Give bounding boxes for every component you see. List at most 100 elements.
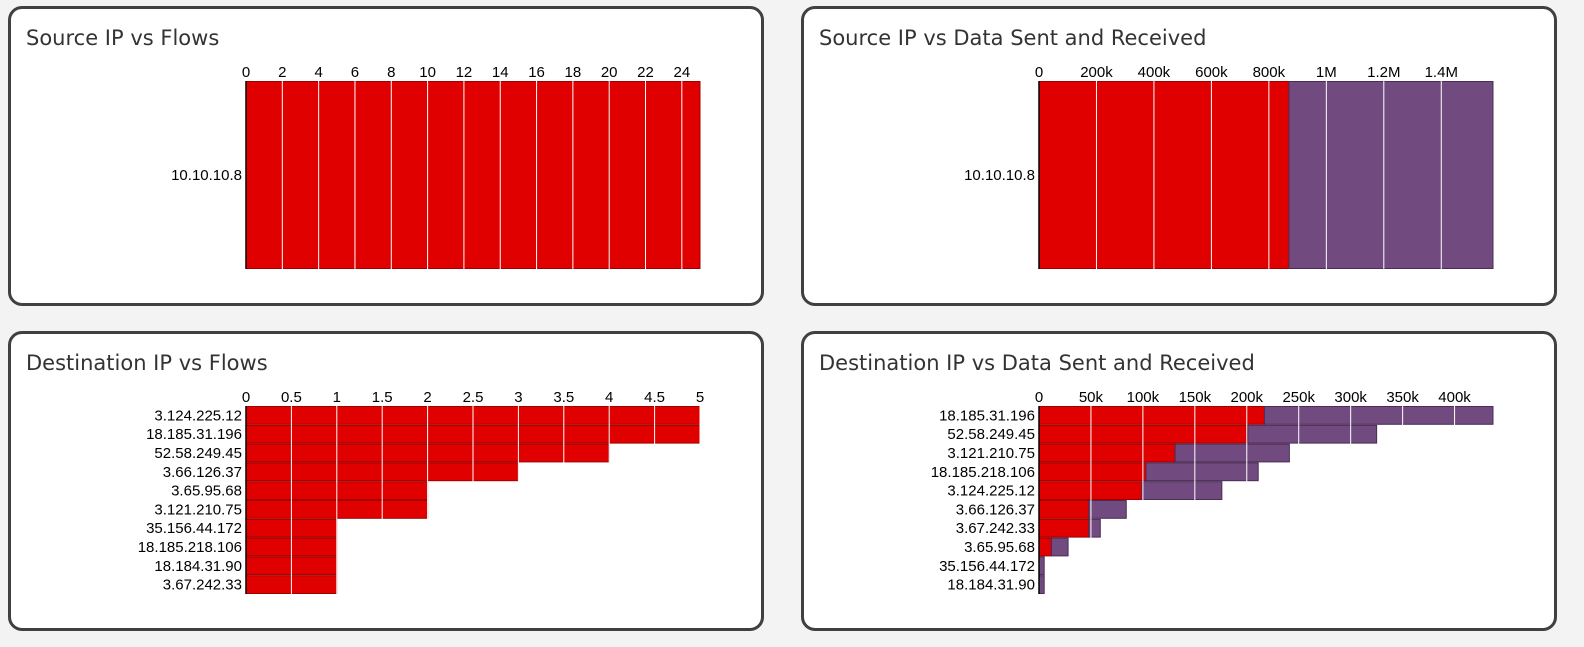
x-tick-label: 400k bbox=[1138, 64, 1171, 81]
x-tick-labels: 0 0.5 1 1.5 2 2.5 3 3.5 4 4.5 5 bbox=[242, 389, 704, 406]
x-tick-label: 0 bbox=[1035, 64, 1043, 81]
category-labels: 3.124.225.12 18.185.31.196 52.58.249.45 3.6… bbox=[138, 407, 242, 593]
chart-destination-ip-data: 0 50k 100k 150k 200k 250k 300k 350k 400k 18.185.3… bbox=[931, 389, 1494, 594]
category-labels: 10.10.10.8 bbox=[964, 167, 1035, 184]
category-label: 18.185.218.106 bbox=[138, 539, 242, 556]
category-labels: 18.185.31.196 52.58.249.45 3.121.210.75 18.… bbox=[931, 407, 1035, 593]
bar-primary-0[interactable] bbox=[1038, 81, 1290, 269]
x-tick-label: 10 bbox=[419, 64, 436, 81]
x-tick-label: 400k bbox=[1438, 389, 1471, 406]
x-tick-label: 100k bbox=[1127, 389, 1160, 406]
x-tick-labels: 0 2 4 6 8 10 12 14 16 18 20 22 24 bbox=[242, 64, 690, 81]
category-label: 3.65.95.68 bbox=[964, 539, 1035, 556]
category-label: 10.10.10.8 bbox=[171, 167, 242, 184]
x-tick-label: 6 bbox=[351, 64, 359, 81]
category-label: 18.184.31.90 bbox=[947, 577, 1035, 594]
x-tick-label: 300k bbox=[1334, 389, 1367, 406]
panel-destination-ip-flows: Destination IP vs Flows 0 0.5 1 1.5 2 2.5 3 3.5… bbox=[8, 331, 764, 631]
x-tick-label: 1 bbox=[333, 389, 341, 406]
category-labels: 10.10.10.8 bbox=[171, 167, 242, 184]
bars bbox=[1038, 81, 1494, 269]
bar-secondary-2[interactable] bbox=[1174, 443, 1290, 463]
x-tick-label: 2.5 bbox=[463, 389, 484, 406]
bar-primary-2[interactable] bbox=[1038, 443, 1176, 463]
chart-destination-ip-flows: 0 0.5 1 1.5 2 2.5 3 3.5 4 4.5 5 3.124.225.12 18.185.… bbox=[138, 389, 704, 594]
chart-source-ip-data: 0 200k 400k 600k 800k 1M 1.2M 1.4M 10.10.10.8 bbox=[964, 64, 1494, 269]
bar-primary-7[interactable] bbox=[1038, 537, 1052, 557]
x-tick-label: 24 bbox=[673, 64, 690, 81]
x-tick-label: 22 bbox=[637, 64, 654, 81]
category-label: 18.185.31.196 bbox=[939, 407, 1035, 424]
x-tick-label: 0 bbox=[1035, 389, 1043, 406]
bar-secondary-0[interactable] bbox=[1263, 406, 1494, 425]
bars bbox=[1038, 406, 1494, 594]
x-tick-label: 4.5 bbox=[644, 389, 665, 406]
x-tick-label: 5 bbox=[696, 389, 704, 406]
x-tick-label: 18 bbox=[565, 64, 582, 81]
gridlines bbox=[290, 406, 701, 594]
x-tick-label: 14 bbox=[492, 64, 509, 81]
panel-title: Destination IP vs Flows bbox=[26, 351, 268, 375]
x-tick-label: 150k bbox=[1179, 389, 1212, 406]
category-label: 3.67.242.33 bbox=[163, 577, 242, 594]
x-tick-label: 600k bbox=[1195, 64, 1228, 81]
bar-secondary-3[interactable] bbox=[1145, 462, 1259, 482]
bar-secondary-6[interactable] bbox=[1088, 518, 1101, 538]
x-tick-label: 20 bbox=[601, 64, 618, 81]
x-tick-label: 50k bbox=[1079, 389, 1104, 406]
x-tick-label: 350k bbox=[1386, 389, 1419, 406]
bar-primary-0[interactable] bbox=[245, 81, 701, 269]
x-tick-label: 1M bbox=[1316, 64, 1337, 81]
bar-secondary-9[interactable] bbox=[1038, 575, 1045, 594]
category-label: 3.124.225.12 bbox=[947, 483, 1035, 500]
x-tick-label: 4 bbox=[605, 389, 613, 406]
x-tick-label: 4 bbox=[314, 64, 322, 81]
x-tick-label: 12 bbox=[456, 64, 473, 81]
bar-secondary-8[interactable] bbox=[1038, 556, 1045, 576]
category-label: 52.58.249.45 bbox=[154, 445, 242, 462]
x-tick-label: 16 bbox=[528, 64, 545, 81]
bar-primary-6[interactable] bbox=[1038, 518, 1090, 538]
category-label: 3.124.225.12 bbox=[154, 407, 242, 424]
category-label: 10.10.10.8 bbox=[964, 167, 1035, 184]
gridlines bbox=[281, 81, 683, 269]
category-label: 3.67.242.33 bbox=[956, 520, 1035, 537]
category-label: 18.185.218.106 bbox=[931, 464, 1035, 481]
category-label: 3.121.210.75 bbox=[154, 501, 242, 518]
category-label: 18.185.31.196 bbox=[146, 426, 242, 443]
bar-primary-4[interactable] bbox=[1038, 481, 1143, 500]
x-tick-labels: 0 50k 100k 150k 200k 250k 300k 350k 400k bbox=[1035, 389, 1471, 406]
category-label: 52.58.249.45 bbox=[947, 426, 1035, 443]
bar-secondary-5[interactable] bbox=[1088, 500, 1127, 519]
bars bbox=[245, 81, 701, 269]
x-tick-label: 8 bbox=[387, 64, 395, 81]
bar-secondary-0[interactable] bbox=[1288, 81, 1494, 269]
panel-title: Source IP vs Flows bbox=[26, 26, 220, 50]
x-tick-label: 0.5 bbox=[281, 389, 302, 406]
bar-secondary-4[interactable] bbox=[1141, 481, 1223, 500]
bar-secondary-1[interactable] bbox=[1247, 424, 1378, 444]
panel-source-ip-flows: Source IP vs Flows 0 2 4 6 8 10 12 14 16 18 20 22 24… bbox=[8, 6, 764, 306]
bar-secondary-7[interactable] bbox=[1050, 537, 1069, 557]
gridlines bbox=[1090, 406, 1456, 594]
x-tick-label: 1.2M bbox=[1367, 64, 1400, 81]
x-tick-label: 1.5 bbox=[372, 389, 393, 406]
x-tick-label: 800k bbox=[1253, 64, 1286, 81]
x-tick-label: 200k bbox=[1080, 64, 1113, 81]
x-tick-label: 200k bbox=[1231, 389, 1264, 406]
category-label: 3.66.126.37 bbox=[956, 501, 1035, 518]
category-label: 3.65.95.68 bbox=[171, 483, 242, 500]
bar-primary-1[interactable] bbox=[1038, 424, 1249, 444]
category-label: 3.121.210.75 bbox=[947, 445, 1035, 462]
bar-primary-5[interactable] bbox=[1038, 500, 1090, 519]
bar-primary-0[interactable] bbox=[1038, 406, 1265, 425]
category-label: 35.156.44.172 bbox=[939, 558, 1035, 575]
gridlines bbox=[1095, 81, 1442, 269]
bar-primary-3[interactable] bbox=[1038, 462, 1147, 482]
panel-title: Destination IP vs Data Sent and Received bbox=[819, 351, 1255, 375]
x-tick-label: 1.4M bbox=[1425, 64, 1458, 81]
x-tick-labels: 0 200k 400k 600k 800k 1M 1.2M 1.4M bbox=[1035, 64, 1458, 81]
x-tick-label: 2 bbox=[423, 389, 431, 406]
x-tick-label: 250k bbox=[1282, 389, 1315, 406]
